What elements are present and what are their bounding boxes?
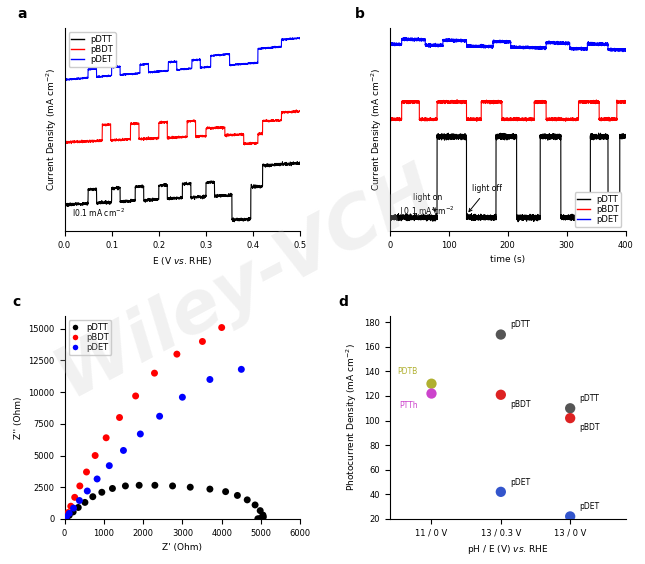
X-axis label: E (V $vs$. RHE): E (V $vs$. RHE) [152,255,212,267]
Text: Wiley-VCH: Wiley-VCH [44,153,446,411]
Point [258,513,268,522]
Point [204,484,215,494]
Point [107,484,117,493]
Point [255,514,265,523]
Y-axis label: Z'' (Ohm): Z'' (Ohm) [14,396,23,439]
Point [130,391,141,400]
Point [242,495,252,504]
Text: pBDT: pBDT [579,424,600,433]
Text: d: d [338,295,348,309]
Point [70,493,80,502]
Text: pBDT: pBDT [510,400,530,409]
Point [61,512,71,521]
Point [565,404,575,413]
Text: b: b [355,7,364,21]
Point [90,451,101,460]
Text: pDET: pDET [579,502,599,511]
Point [565,512,575,521]
Point [221,487,231,496]
Text: pDTT: pDTT [510,320,530,329]
Point [495,330,506,339]
X-axis label: pH / E (V) $vs$. RHE: pH / E (V) $vs$. RHE [467,543,549,556]
X-axis label: Z' (Ohm): Z' (Ohm) [163,543,203,552]
Point [204,375,215,384]
Point [185,483,195,492]
Point [114,413,124,422]
Text: PTTh: PTTh [399,402,417,411]
Point [495,390,506,399]
Point [60,514,70,523]
Text: light on: light on [0,563,1,564]
Point [88,492,98,501]
Legend: pDTT, pBDT, pDET: pDTT, pBDT, pDET [68,320,112,355]
Point [197,337,208,346]
Point [257,514,267,523]
Y-axis label: Current Density (mA cm$^{-2}$): Current Density (mA cm$^{-2}$) [45,68,59,191]
Point [120,482,130,491]
Point [68,504,79,513]
Point [258,510,268,519]
Point [97,488,107,497]
Text: light off: light off [469,184,502,212]
Point [426,379,437,388]
Point [80,498,90,507]
Point [150,369,160,378]
Text: PDTB: PDTB [397,367,417,376]
Y-axis label: Current Density (mA cm$^{-2}$): Current Density (mA cm$^{-2}$) [370,68,384,191]
Point [73,503,83,512]
Point [92,474,103,483]
Point [74,496,84,505]
Text: | 0.1 mA cm$^{-2}$: | 0.1 mA cm$^{-2}$ [399,204,455,219]
Point [60,514,70,523]
Point [236,365,246,374]
Point [168,482,178,491]
Point [63,508,73,517]
X-axis label: time (s): time (s) [490,255,525,265]
Point [61,512,72,521]
Point [495,487,506,496]
Point [232,491,243,500]
Point [253,514,263,523]
Legend: pDTT, pBDT, pDET: pDTT, pBDT, pDET [68,32,115,67]
Point [177,393,188,402]
Point [150,481,160,490]
Point [172,350,182,359]
Text: a: a [17,7,27,21]
Legend: pDTT, pBDT, pDET: pDTT, pBDT, pDET [575,192,622,227]
Point [68,508,78,517]
Text: light on: light on [413,193,442,211]
Point [81,468,92,477]
Point [60,514,70,523]
Point [118,446,128,455]
Text: c: c [13,295,21,309]
Text: pDET: pDET [510,478,530,487]
Point [426,389,437,398]
Point [66,502,76,511]
Point [82,487,92,496]
Text: pDTT: pDTT [579,394,599,403]
Point [565,413,575,422]
Point [255,506,265,515]
Point [250,500,260,509]
Point [104,461,114,470]
Point [134,481,144,490]
Point [61,513,72,522]
Point [64,511,74,520]
Text: I0.1 mA cm$^{-2}$: I0.1 mA cm$^{-2}$ [72,206,124,219]
Point [135,429,146,438]
Point [64,509,74,518]
Point [217,323,227,332]
Text: light off: light off [0,563,1,564]
Point [75,482,85,491]
Y-axis label: Photocurrent Density (mA cm$^{-2}$): Photocurrent Density (mA cm$^{-2}$) [344,343,359,491]
Point [154,412,164,421]
Point [101,433,112,442]
